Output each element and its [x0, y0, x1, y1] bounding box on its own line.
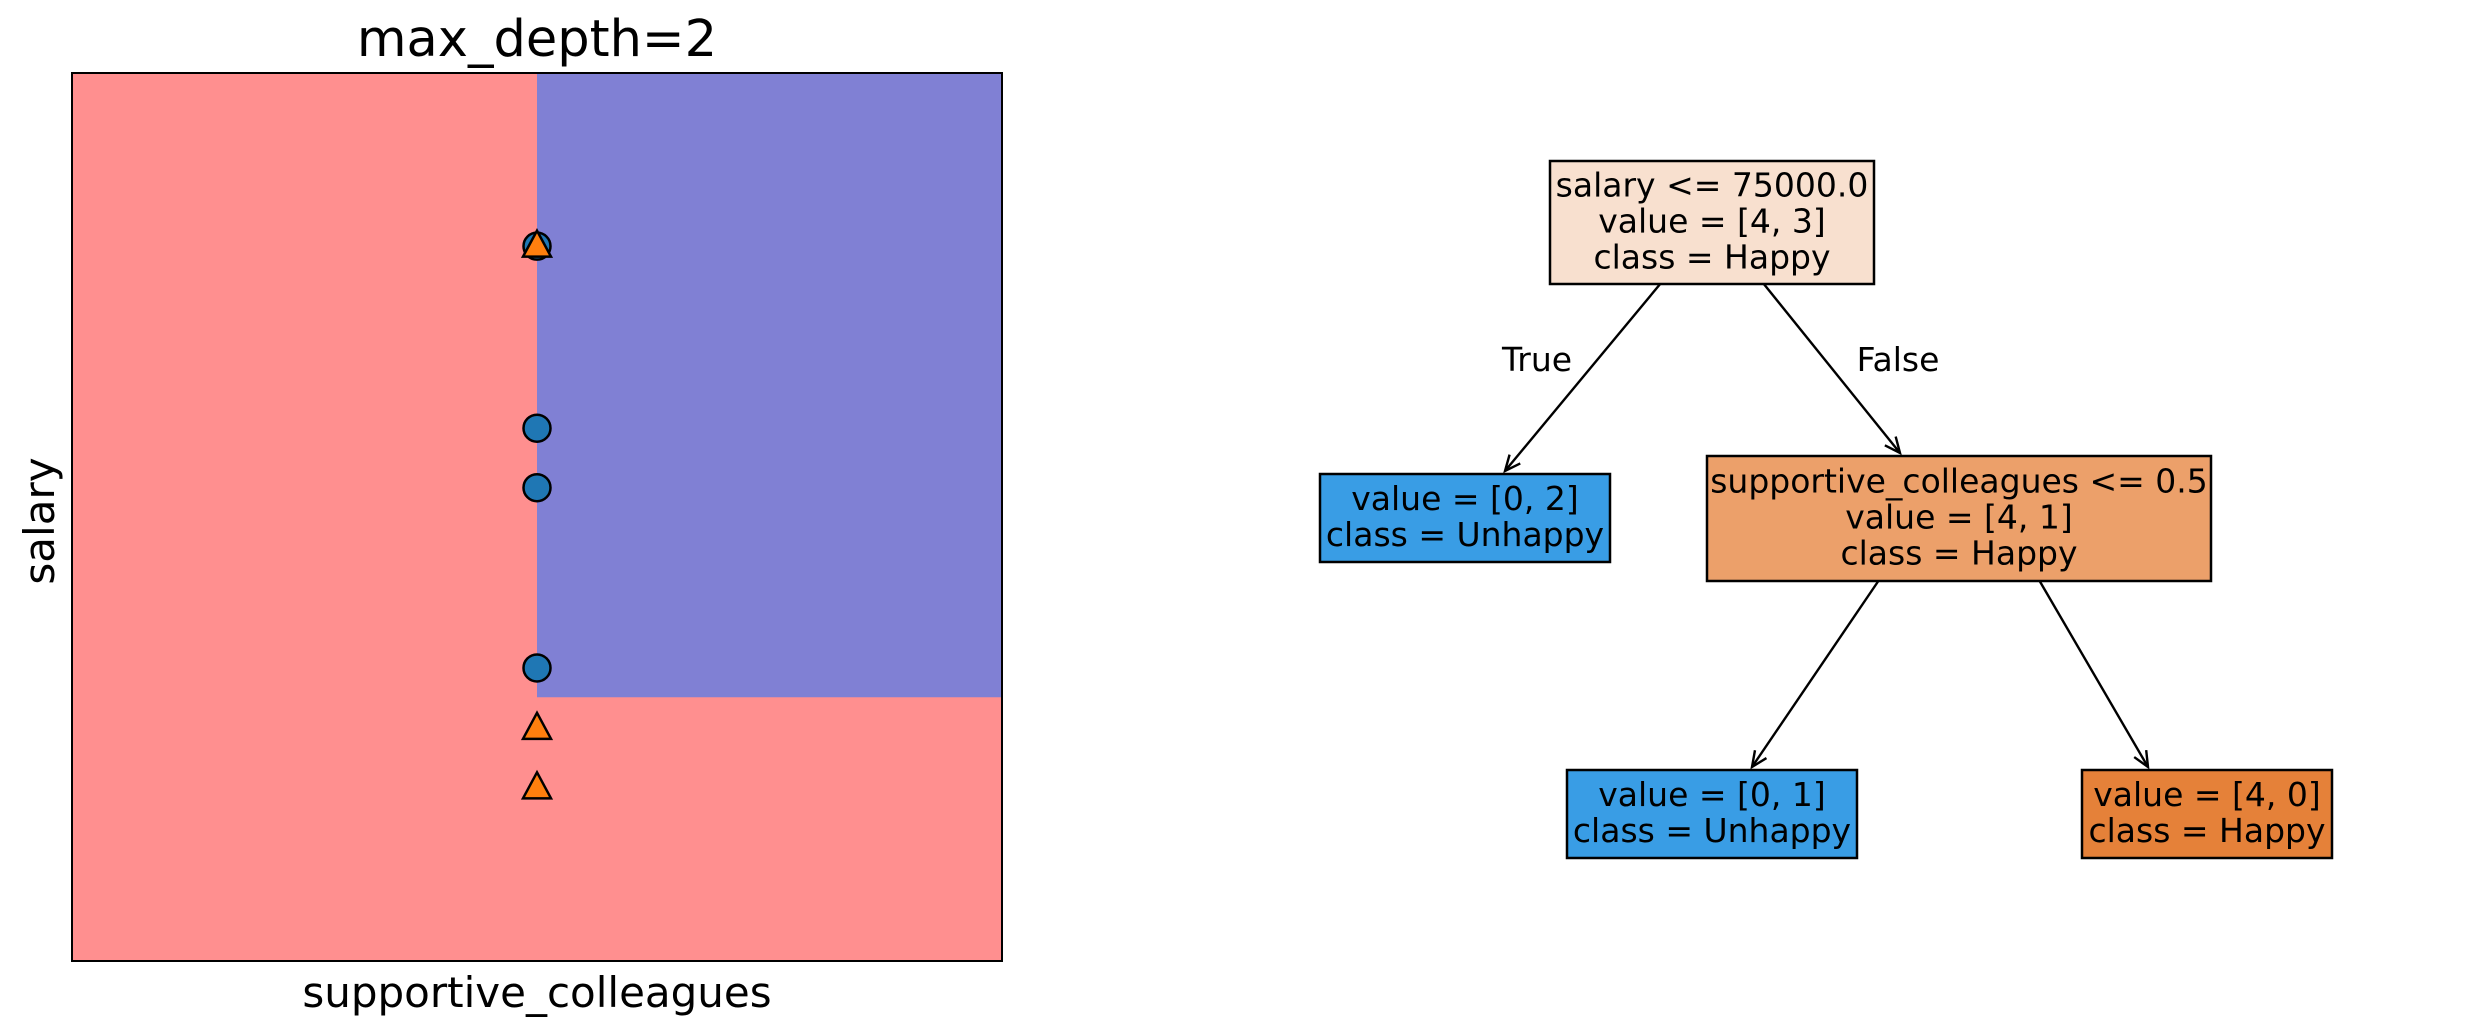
node-text-line: class = Happy	[1593, 238, 1830, 277]
point-unhappy-3	[522, 653, 552, 683]
node-text-line: supportive_colleagues <= 0.5	[1710, 462, 2208, 501]
node-text-line: salary <= 75000.0	[1556, 166, 1869, 205]
y-axis-label: salary	[15, 457, 64, 584]
edge-label-false: False	[1857, 340, 1940, 379]
tree-node-left: value = [0, 2]class = Unhappy	[1318, 472, 1612, 564]
tree-edges	[1503, 283, 2150, 770]
node-box	[1565, 768, 1859, 860]
node-text-line: class = Unhappy	[1573, 811, 1851, 850]
point-happy-2	[520, 769, 554, 800]
node-box	[1705, 454, 2213, 583]
data-points	[520, 228, 554, 800]
node-box	[1548, 159, 1876, 286]
node-box	[2080, 768, 2334, 860]
x-axis-label: supportive_colleagues	[302, 968, 771, 1017]
node-text-line: class = Happy	[1840, 534, 2077, 573]
tree-node-right-left: value = [0, 1]class = Unhappy	[1565, 768, 1859, 860]
edge-root-left	[1503, 283, 1662, 474]
plot-frame	[71, 72, 1003, 962]
node-box	[1318, 472, 1612, 564]
node-text-line: class = Unhappy	[1326, 515, 1604, 554]
node-text-line: value = [0, 1]	[1598, 775, 1826, 814]
node-text-line: value = [4, 1]	[1845, 498, 2073, 537]
decision-regions	[72, 73, 1002, 961]
point-unhappy-2	[522, 472, 552, 503]
tree-node-right-right: value = [4, 0]class = Happy	[2080, 768, 2334, 860]
decision-boundary-plot: max_depth=2 supportive_colleagues salary	[15, 10, 1003, 1017]
edge-label-true: True	[1501, 340, 1572, 379]
edge-right-right_right	[2038, 580, 2150, 770]
edge-root-right	[1762, 283, 1902, 456]
region-unhappy	[537, 73, 1002, 698]
node-text-line: value = [4, 3]	[1598, 202, 1826, 241]
node-text-line: value = [4, 0]	[2093, 775, 2321, 814]
node-text-line: value = [0, 2]	[1351, 479, 1579, 518]
edge-right-right_left	[1750, 580, 1880, 770]
point-happy-1	[520, 710, 554, 741]
node-text-line: class = Happy	[2088, 811, 2325, 850]
point-happy-0	[520, 228, 554, 258]
plot-title: max_depth=2	[357, 10, 717, 69]
point-unhappy-1	[522, 413, 552, 443]
